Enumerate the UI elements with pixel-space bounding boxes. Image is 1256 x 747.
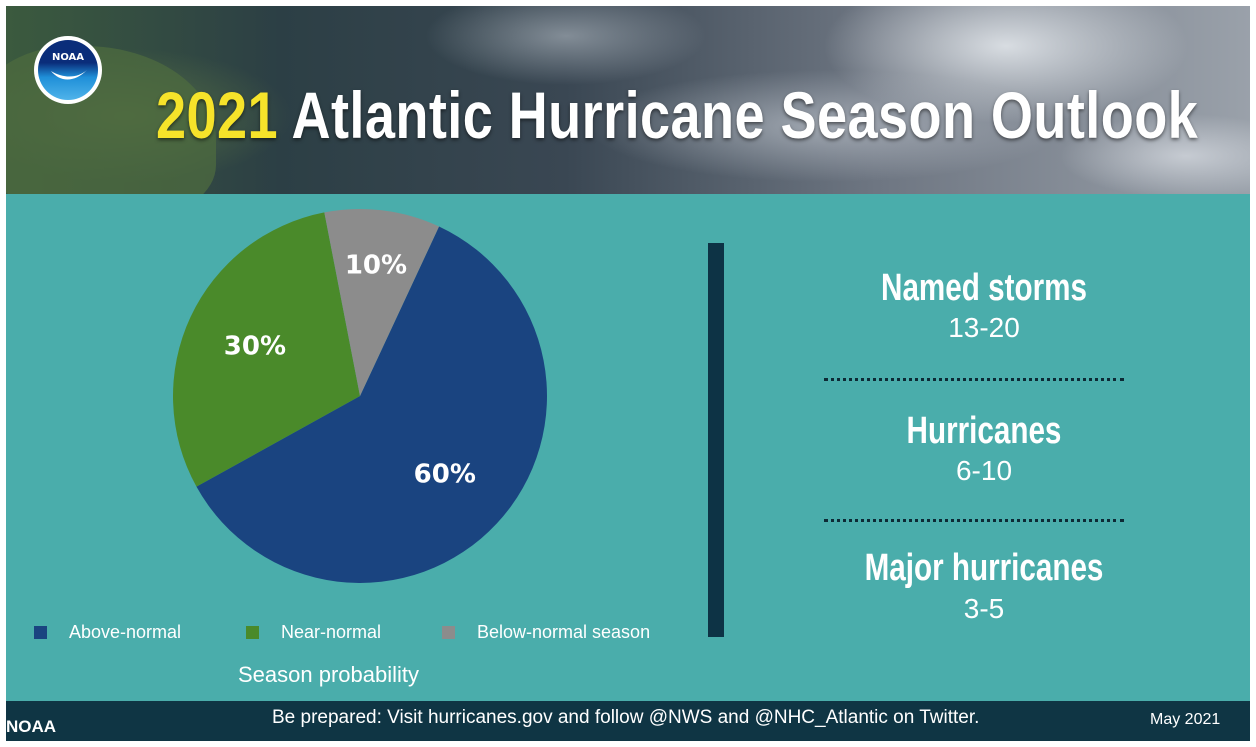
title-text: Atlantic Hurricane Season Outlook <box>291 78 1199 152</box>
footer-org: NOAA <box>6 717 57 736</box>
footer: NOAA Be prepared: Visit hurricanes.gov a… <box>6 701 1250 741</box>
header-banner: NOAA 2021 Atlantic Hurricane Season Outl… <box>6 6 1250 194</box>
major-hurricanes-label: Major hurricanes <box>864 547 1104 589</box>
chart-title: Season probability <box>238 662 420 687</box>
page-title: 2021 Atlantic Hurricane Season Outlook <box>156 70 1198 160</box>
noaa-logo-circle: NOAA <box>38 40 98 100</box>
footer-date: May 2021 <box>1150 711 1221 728</box>
legend-swatch <box>442 625 455 639</box>
hurricanes-label: Hurricanes <box>906 410 1062 452</box>
pie-chart: 60% 30% 10% <box>172 208 548 583</box>
legend-swatch <box>246 625 259 639</box>
infographic: NOAA 2021 Atlantic Hurricane Season Outl… <box>6 6 1250 741</box>
named-storms-value: 13-20 <box>948 312 1020 343</box>
legend-item-below-normal: Below-normal season <box>442 620 650 644</box>
noaa-logo-text: NOAA <box>51 52 85 63</box>
noaa-logo: NOAA <box>34 36 102 104</box>
chart-legend: Above-normal Near-normal Below-normal se… <box>34 620 694 644</box>
separator <box>824 378 1124 381</box>
bird-icon <box>51 70 87 80</box>
slice-above-normal <box>196 226 548 583</box>
separator <box>824 519 1124 522</box>
legend-label: Below-normal season <box>477 621 651 642</box>
major-hurricanes-value: 3-5 <box>963 593 1005 624</box>
title-year: 2021 <box>156 78 279 152</box>
vertical-divider <box>708 243 724 637</box>
footer-message: Be prepared: Visit hurricanes.gov and fo… <box>272 707 980 728</box>
slice-above-normal-label: 60% <box>414 460 476 490</box>
legend-swatch <box>34 625 47 639</box>
legend-label: Above-normal <box>69 621 182 642</box>
slice-near-normal <box>172 212 360 487</box>
slice-below-normal <box>324 208 440 396</box>
slice-near-normal-label: 30% <box>224 332 286 362</box>
legend-label: Near-normal <box>281 621 382 642</box>
legend-item-near-normal: Near-normal <box>246 620 381 644</box>
hurricanes-value: 6-10 <box>955 455 1013 486</box>
legend-item-above-normal: Above-normal <box>34 620 181 644</box>
named-storms-label: Named storms <box>881 267 1087 309</box>
slice-below-normal-label: 10% <box>345 251 407 281</box>
